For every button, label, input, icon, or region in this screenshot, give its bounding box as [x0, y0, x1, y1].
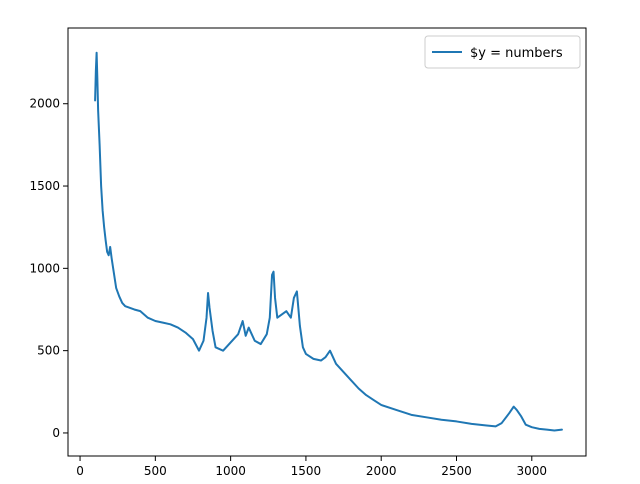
y-tick-label: 1500: [29, 179, 60, 193]
x-tick-label: 2000: [366, 464, 397, 478]
y-axis-ticks: 0 500 1000 1500 2000: [29, 97, 68, 440]
x-axis-ticks: 0 500 1000 1500 2000 2500 3000: [76, 456, 547, 478]
y-tick-label: 0: [52, 426, 60, 440]
y-tick-label: 1000: [29, 261, 60, 275]
legend-box: [424, 35, 581, 69]
x-tick-label: 500: [144, 464, 167, 478]
x-tick-label: 1000: [215, 464, 246, 478]
x-tick-label: 2500: [441, 464, 472, 478]
plot-frame: [67, 27, 587, 457]
x-tick-label: 3000: [517, 464, 548, 478]
y-tick-label: 2000: [29, 97, 60, 111]
series-line: [94, 51, 563, 432]
plot-area: [68, 28, 586, 456]
y-tick-label: 500: [37, 344, 60, 358]
x-tick-label: 0: [76, 464, 84, 478]
legend: $y = numbers: [424, 35, 581, 69]
legend-label: $y = numbers: [470, 46, 563, 61]
x-tick-label: 1500: [291, 464, 322, 478]
